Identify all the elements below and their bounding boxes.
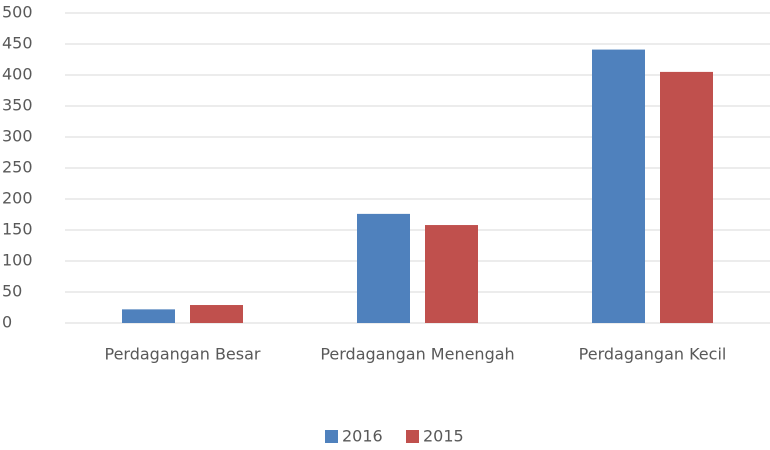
bar xyxy=(425,225,478,323)
y-tick-label: 0 xyxy=(2,313,12,332)
y-tick-label: 100 xyxy=(2,251,33,270)
y-tick-label: 300 xyxy=(2,127,33,146)
y-tick-label: 150 xyxy=(2,220,33,239)
bar xyxy=(660,71,713,324)
x-tick-label: Perdagangan Kecil xyxy=(579,345,727,364)
y-tick-label: 200 xyxy=(2,189,33,208)
y-tick-label: 250 xyxy=(2,158,33,177)
legend-label: 2015 xyxy=(423,427,464,446)
y-tick-label: 400 xyxy=(2,65,33,84)
y-tick-label: 50 xyxy=(2,282,22,301)
bar xyxy=(122,309,175,323)
x-tick-label: Perdagangan Menengah xyxy=(320,345,514,364)
y-tick-label: 350 xyxy=(2,96,33,115)
bar xyxy=(592,49,645,324)
bar xyxy=(357,213,410,323)
bar xyxy=(190,305,243,323)
legend-swatch xyxy=(406,430,419,443)
x-tick-label: Perdagangan Besar xyxy=(104,345,260,364)
legend-label: 2016 xyxy=(342,427,383,446)
legend-swatch xyxy=(325,430,338,443)
y-tick-label: 500 xyxy=(2,3,33,22)
y-tick-label: 450 xyxy=(2,34,33,53)
